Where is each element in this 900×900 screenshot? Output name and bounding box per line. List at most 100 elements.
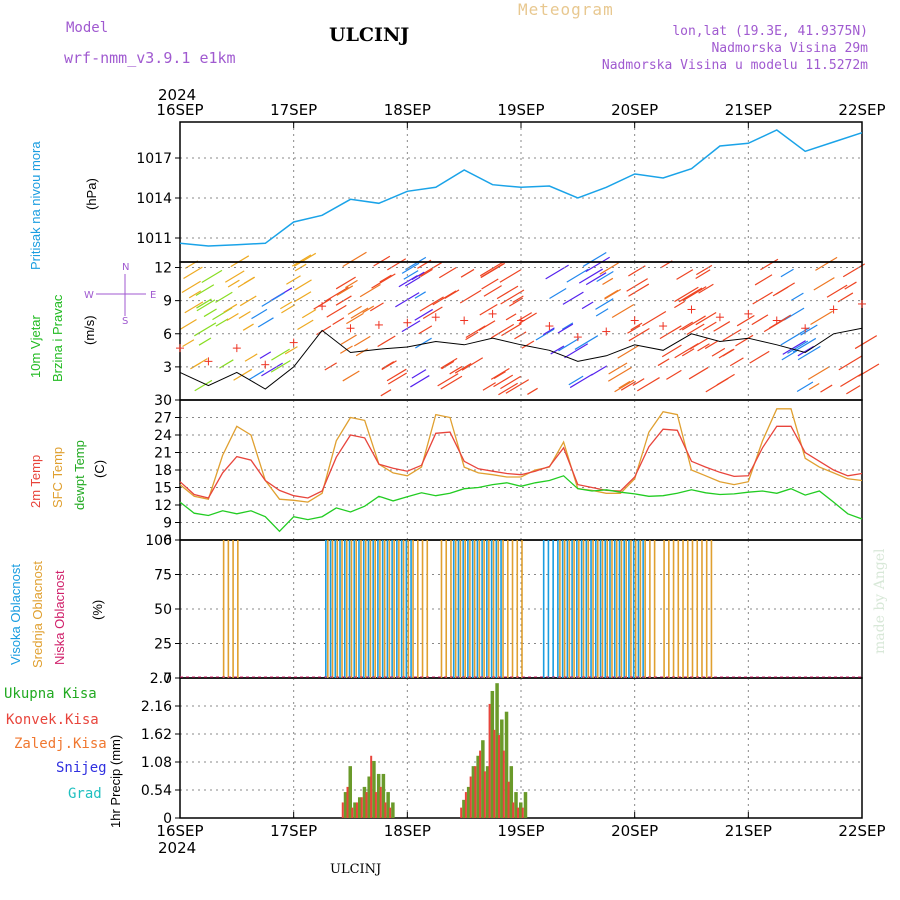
- x-tick-label-bottom: 19SEP: [497, 822, 544, 840]
- wind-barb: [696, 264, 713, 276]
- wind-barb: [346, 312, 364, 325]
- precip-conv-bar: [498, 735, 501, 818]
- wind-barb: [182, 339, 195, 348]
- wind-barb: [595, 298, 614, 310]
- precip-conv-bar: [365, 792, 368, 818]
- wind-barb: [698, 283, 714, 294]
- wind-barb: [542, 327, 555, 336]
- wind-barb: [280, 301, 293, 310]
- wind-barb: [411, 369, 427, 379]
- y-tick-label: 1017: [136, 151, 172, 167]
- wind-barb: [179, 318, 197, 330]
- wind-barb: [215, 318, 229, 327]
- wind-barb: [359, 284, 381, 298]
- wind-barb: [581, 301, 594, 310]
- wind-barb: [585, 272, 607, 286]
- year-label-top: 2024: [158, 86, 196, 104]
- precip-conv-bar: [479, 750, 482, 818]
- wind-barb: [440, 357, 458, 369]
- wind-barb: [242, 323, 254, 331]
- wind-barb: [441, 360, 455, 370]
- precip-conv-bar: [507, 781, 510, 818]
- wind-barb: [461, 357, 484, 371]
- wind-barb: [783, 307, 805, 321]
- wind-barb: [846, 385, 861, 395]
- y-tick-label: 12: [154, 498, 172, 514]
- x-tick-label-top: 18SEP: [384, 101, 431, 119]
- wind-barb: [215, 291, 233, 303]
- y-tick-label: 2.16: [141, 699, 172, 715]
- wind-barb: [722, 348, 735, 357]
- y-tick-label: 50: [154, 602, 172, 618]
- precip-conv-bar: [384, 802, 387, 818]
- wind-barb: [499, 269, 522, 283]
- wind-barb: [422, 306, 443, 320]
- wind-barb: [782, 340, 806, 355]
- wind-barb: [775, 286, 789, 295]
- precip-total-bar: [376, 773, 381, 818]
- y-tick-label: 6: [163, 533, 172, 549]
- precip-total-bar: [519, 802, 523, 818]
- precip-conv-bar: [493, 729, 496, 818]
- wind-barb: [225, 270, 245, 283]
- wind-barb: [574, 335, 599, 350]
- wind-barb: [297, 319, 314, 331]
- wind-barb: [505, 313, 517, 321]
- wind-barb: [549, 287, 567, 299]
- wind-barb: [449, 365, 463, 375]
- wind-barb: [414, 291, 426, 299]
- wind-barb: [618, 380, 631, 389]
- wind-barb: [230, 255, 250, 268]
- temp2m-line: [179, 425, 863, 499]
- wind-barb: [632, 378, 645, 386]
- y-tick-label: 24: [154, 428, 172, 444]
- wind-barb: [787, 340, 809, 354]
- wind-barb: [353, 335, 371, 347]
- wind-barb: [198, 337, 212, 346]
- precip-total-bar: [381, 773, 386, 818]
- wind-barb: [578, 268, 604, 284]
- wind-barb: [251, 308, 268, 320]
- precip-conv-bar: [370, 755, 373, 818]
- legend-frozen: Zaledj.Kisa: [14, 736, 107, 752]
- wind-barb: [505, 379, 530, 394]
- wind-barb: [637, 377, 660, 392]
- wind-barb: [444, 289, 460, 299]
- x-tick-label-top: 17SEP: [270, 101, 317, 119]
- x-tick-label-top: 16SEP: [156, 101, 203, 119]
- wind-barb: [681, 348, 695, 357]
- precip-total-bar: [386, 792, 390, 818]
- wind-barb: [518, 312, 537, 325]
- wind-barb: [316, 325, 332, 336]
- y-tick-label: 9: [163, 516, 172, 532]
- wind-barb: [381, 360, 397, 371]
- wind-barb: [611, 303, 635, 319]
- wind-barb: [666, 369, 682, 380]
- wind-barb: [286, 275, 301, 285]
- wind-barb: [749, 350, 770, 364]
- wind-barb: [373, 255, 391, 267]
- wind-barb: [826, 284, 848, 298]
- precip-conv-bar: [488, 703, 491, 818]
- legend-hail: Grad: [68, 786, 102, 802]
- wind-barb: [674, 286, 699, 303]
- wind-barb: [679, 321, 694, 331]
- wind-barb: [808, 382, 820, 391]
- wind-barb: [415, 337, 432, 349]
- wind-barb: [569, 373, 593, 389]
- y-tick-label: 9: [163, 294, 172, 310]
- precip-total-bar: [485, 766, 490, 818]
- precip-total-bar: [471, 766, 476, 818]
- precip-conv-bar: [521, 807, 524, 818]
- wind-barb: [626, 278, 648, 292]
- wind-barb: [401, 320, 421, 333]
- footer-station: ULCINJ: [330, 862, 382, 877]
- wind-barb: [227, 279, 240, 288]
- wind-barb: [681, 315, 706, 331]
- wind-barb: [566, 268, 589, 283]
- wind-barb: [181, 280, 201, 293]
- wind-barb: [562, 291, 584, 305]
- precip-conv-bar: [346, 786, 349, 818]
- wind-barb: [500, 289, 525, 305]
- precip-total-bar: [514, 792, 518, 818]
